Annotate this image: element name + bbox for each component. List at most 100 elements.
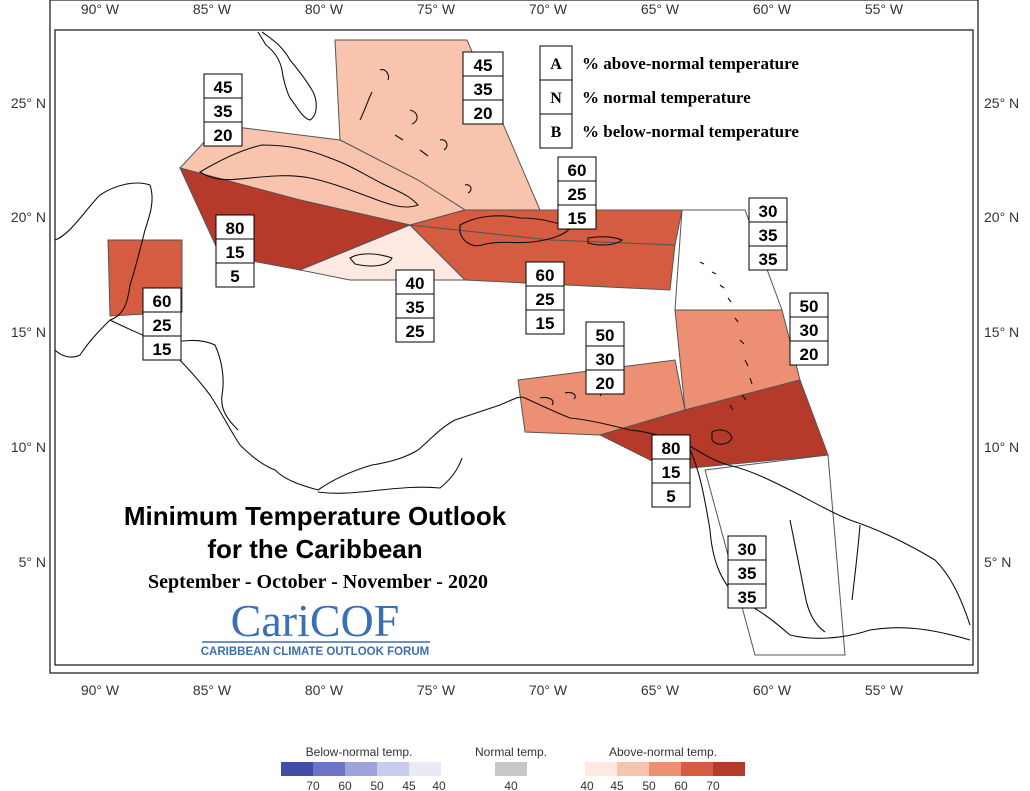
lat-label-left: 15° N <box>11 324 46 340</box>
legend-below-tick: 70 <box>306 779 320 791</box>
prob-box-abc: 50 30 20 <box>585 321 625 395</box>
prob-box-cuba: 45 35 20 <box>203 73 243 147</box>
lon-label-top: 90° W <box>81 1 120 17</box>
lon-label-top: 80° W <box>305 1 344 17</box>
prob-normal: 25 <box>536 290 555 309</box>
prob-below: 15 <box>536 314 555 333</box>
title-line2: for the Caribbean <box>207 534 422 564</box>
prob-above: 80 <box>226 219 245 238</box>
legend-below-tick: 60 <box>338 779 352 791</box>
legend-above-title: Above-normal temp. <box>609 745 717 759</box>
lon-label-bottom: 65° W <box>641 682 680 698</box>
lon-label-top: 70° W <box>529 1 568 17</box>
prob-below: 5 <box>666 487 675 506</box>
lat-label-right: 10° N <box>984 439 1019 455</box>
lon-label-top: 75° W <box>417 1 456 17</box>
legend-below-70-swatch <box>281 762 313 776</box>
prob-box-jamaica: 40 35 25 <box>395 269 435 343</box>
legend-above-45-swatch <box>617 762 649 776</box>
prob-below: 20 <box>474 104 493 123</box>
prob-box-guianas: 30 35 35 <box>727 535 767 609</box>
prob-normal: 15 <box>226 243 245 262</box>
prob-box-hispaniola-south: 60 25 15 <box>525 261 565 335</box>
prob-box-trinidad: 80 15 5 <box>651 434 691 508</box>
caricof-logo: CariCOF CARIBBEAN CLIMATE OUTLOOK FORUM <box>201 595 430 658</box>
legend-below-50-swatch <box>345 762 377 776</box>
prob-box-belize: 60 25 15 <box>142 287 182 361</box>
lon-label-bottom: 90° W <box>81 682 120 698</box>
map-title: Minimum Temperature Outlook for the Cari… <box>124 501 507 593</box>
longitude-labels: 90° W 85° W 80° W 75° W 70° W 65° W 60° … <box>81 1 904 698</box>
key-letter-b: B <box>551 124 562 141</box>
lon-label-top: 55° W <box>865 1 904 17</box>
coastlines <box>54 31 971 641</box>
lon-label-bottom: 75° W <box>417 682 456 698</box>
prob-above: 45 <box>214 78 233 97</box>
lat-label-left: 5° N <box>19 554 46 570</box>
legend-below-60-swatch <box>313 762 345 776</box>
prob-below: 15 <box>153 340 172 359</box>
prob-below: 20 <box>214 126 233 145</box>
logo-subtitle: CARIBBEAN CLIMATE OUTLOOK FORUM <box>201 646 430 658</box>
prob-above: 50 <box>800 297 819 316</box>
prob-below: 25 <box>406 322 425 341</box>
legend-below-40-swatch <box>409 762 441 776</box>
key-desc-a: % above-normal temperature <box>582 54 799 73</box>
prob-below: 20 <box>596 374 615 393</box>
lon-label-top: 85° W <box>193 1 232 17</box>
title-season: September - October - November - 2020 <box>148 571 488 593</box>
prob-above: 60 <box>536 266 555 285</box>
key-desc-b: % below-normal temperature <box>582 122 799 141</box>
prob-above: 30 <box>738 540 757 559</box>
prob-normal: 25 <box>568 185 587 204</box>
legend-above-70-swatch <box>713 762 745 776</box>
lat-label-right: 5° N <box>984 554 1011 570</box>
lat-label-right: 20° N <box>984 209 1019 225</box>
prob-above: 45 <box>474 56 493 75</box>
lon-label-top: 65° W <box>641 1 680 17</box>
key-letter-n: N <box>550 90 562 107</box>
legend-above-tick: 40 <box>580 779 594 791</box>
legend-normal-swatch <box>495 762 527 776</box>
prob-below: 15 <box>568 209 587 228</box>
prob-above: 50 <box>596 326 615 345</box>
prob-box-windward: 50 30 20 <box>789 292 829 366</box>
prob-normal: 35 <box>474 80 493 99</box>
prob-above: 60 <box>568 161 587 180</box>
legend-normal-title: Normal temp. <box>475 745 547 759</box>
legend-below-45-swatch <box>377 762 409 776</box>
key-letter-a: A <box>550 56 562 73</box>
outer-frame <box>49 0 979 674</box>
lat-label-left: 20° N <box>11 209 46 225</box>
lon-label-bottom: 85° W <box>193 682 232 698</box>
legend-above-50-swatch <box>649 762 681 776</box>
prob-box-hispaniola-north: 60 25 15 <box>557 156 597 230</box>
legend-below-tick: 40 <box>432 779 446 791</box>
title-line1: Minimum Temperature Outlook <box>124 501 507 531</box>
prob-normal: 35 <box>759 226 778 245</box>
prob-normal: 30 <box>800 321 819 340</box>
prob-below: 35 <box>759 250 778 269</box>
legend-below-tick: 45 <box>402 779 416 791</box>
lon-label-bottom: 55° W <box>865 682 904 698</box>
legend-above-60-swatch <box>681 762 713 776</box>
prob-above: 30 <box>759 202 778 221</box>
prob-normal: 25 <box>153 316 172 335</box>
probability-boxes: 45 35 20 45 35 20 80 15 5 40 35 25 60 25… <box>142 51 829 609</box>
prob-normal: 35 <box>738 564 757 583</box>
legend-above-tick: 50 <box>642 779 656 791</box>
lon-label-bottom: 70° W <box>529 682 568 698</box>
color-legend: Below-normal temp. 70 60 50 45 40 Normal… <box>281 745 745 791</box>
prob-above: 60 <box>153 292 172 311</box>
lat-label-left: 10° N <box>11 439 46 455</box>
prob-box-cayman: 80 15 5 <box>215 214 255 288</box>
prob-above: 80 <box>662 439 681 458</box>
legend-above-tick: 60 <box>674 779 688 791</box>
lat-label-right: 25° N <box>984 95 1019 111</box>
lon-label-bottom: 60° W <box>753 682 792 698</box>
prob-normal: 15 <box>662 463 681 482</box>
prob-normal: 30 <box>596 350 615 369</box>
lat-label-right: 15° N <box>984 324 1019 340</box>
lon-label-top: 60° W <box>753 1 792 17</box>
legend-above-tick: 70 <box>706 779 720 791</box>
